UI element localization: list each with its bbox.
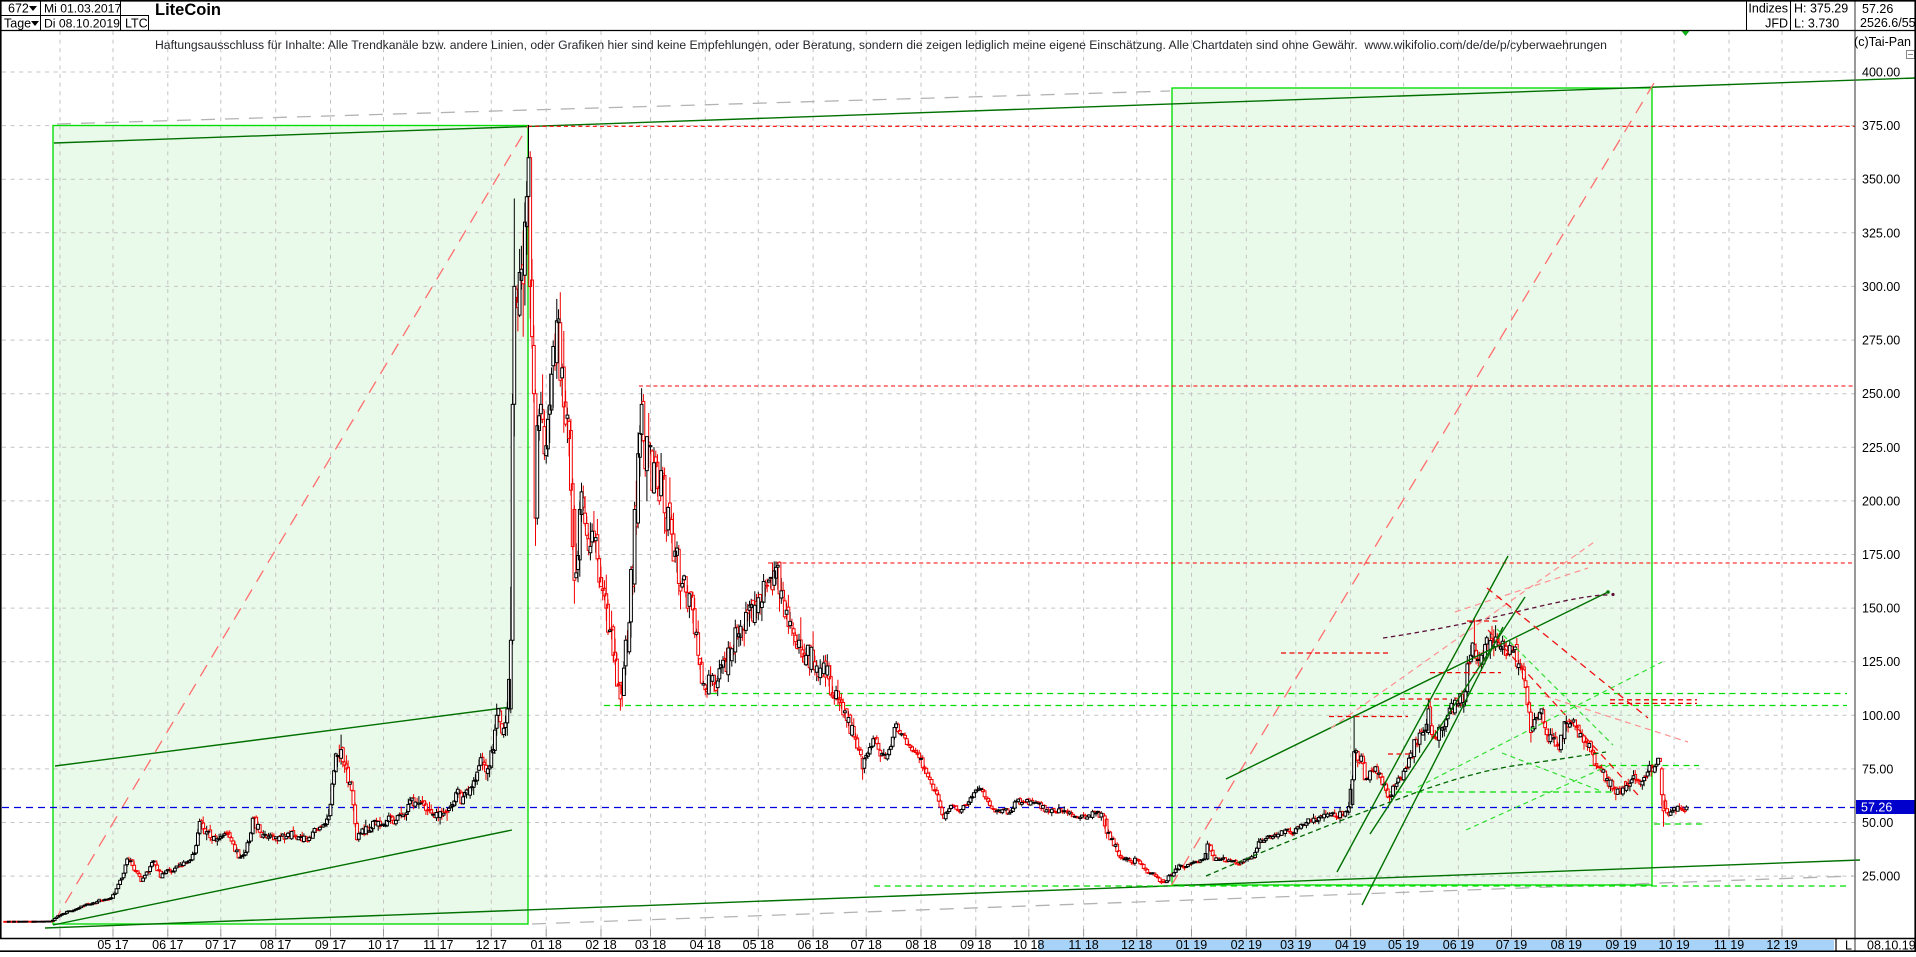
svg-text:11 19: 11 19 xyxy=(1714,938,1744,952)
svg-text:125.00: 125.00 xyxy=(1862,655,1900,669)
svg-text:05 18: 05 18 xyxy=(743,938,774,952)
svg-text:225.00: 225.00 xyxy=(1862,441,1900,455)
svg-text:325.00: 325.00 xyxy=(1862,226,1900,240)
svg-text:05 19: 05 19 xyxy=(1388,938,1419,952)
svg-text:08.10.19: 08.10.19 xyxy=(1867,939,1916,953)
svg-text:375.00: 375.00 xyxy=(1862,119,1900,133)
svg-text:08 18: 08 18 xyxy=(905,938,936,952)
svg-text:12 18: 12 18 xyxy=(1121,938,1152,952)
svg-text:57.26: 57.26 xyxy=(1861,801,1892,815)
svg-text:Haftungsausschluss für Inhalte: Haftungsausschluss für Inhalte: Alle Tre… xyxy=(155,38,1607,52)
svg-text:01 19: 01 19 xyxy=(1176,938,1207,952)
svg-text:09 18: 09 18 xyxy=(960,938,991,952)
svg-text:05 17: 05 17 xyxy=(97,938,128,952)
svg-text:12 17: 12 17 xyxy=(476,938,507,952)
svg-text:LTC: LTC xyxy=(125,17,148,31)
svg-text:672: 672 xyxy=(8,2,29,16)
svg-text:10 17: 10 17 xyxy=(368,938,399,952)
svg-text:07 17: 07 17 xyxy=(205,938,236,952)
svg-text:350.00: 350.00 xyxy=(1862,173,1900,187)
svg-text:200.00: 200.00 xyxy=(1862,494,1900,508)
svg-text:03 19: 03 19 xyxy=(1280,938,1311,952)
svg-text:100.00: 100.00 xyxy=(1862,709,1900,723)
svg-text:300.00: 300.00 xyxy=(1862,280,1900,294)
svg-text:LiteCoin: LiteCoin xyxy=(155,1,221,19)
svg-text:Indizes: Indizes xyxy=(1748,2,1788,16)
svg-text:Di 08.10.2019: Di 08.10.2019 xyxy=(44,17,120,31)
svg-text:09 19: 09 19 xyxy=(1605,938,1636,952)
svg-text:06 19: 06 19 xyxy=(1443,938,1474,952)
svg-text:06 17: 06 17 xyxy=(152,938,183,952)
svg-text:09 17: 09 17 xyxy=(315,938,346,952)
svg-text:02 18: 02 18 xyxy=(585,938,616,952)
svg-text:01 18: 01 18 xyxy=(531,938,562,952)
svg-text:25.000: 25.000 xyxy=(1862,870,1900,884)
svg-text:Tage: Tage xyxy=(4,17,31,31)
svg-text:07 18: 07 18 xyxy=(851,938,882,952)
svg-text:L: L xyxy=(1845,939,1852,953)
svg-text:H: 375.29: H: 375.29 xyxy=(1794,2,1848,16)
svg-text:06 18: 06 18 xyxy=(797,938,828,952)
svg-text:2526.6/55: 2526.6/55 xyxy=(1860,16,1916,30)
svg-text:275.00: 275.00 xyxy=(1862,334,1900,348)
svg-text:(c)Tai-Pan: (c)Tai-Pan xyxy=(1854,35,1911,49)
svg-text:400.00: 400.00 xyxy=(1862,66,1900,80)
svg-text:07 19: 07 19 xyxy=(1496,938,1527,952)
svg-text:08 19: 08 19 xyxy=(1551,938,1582,952)
svg-text:03 18: 03 18 xyxy=(635,938,666,952)
svg-text:L: 3.730: L: 3.730 xyxy=(1794,17,1839,31)
svg-text:Mi 01.03.2017: Mi 01.03.2017 xyxy=(44,2,121,16)
svg-text:175.00: 175.00 xyxy=(1862,548,1900,562)
svg-text:11 17: 11 17 xyxy=(423,938,453,952)
svg-text:JFD: JFD xyxy=(1765,17,1788,31)
svg-text:57.26: 57.26 xyxy=(1862,2,1893,16)
svg-text:150.00: 150.00 xyxy=(1862,602,1900,616)
svg-text:08 17: 08 17 xyxy=(260,938,291,952)
svg-text:02 19: 02 19 xyxy=(1231,938,1262,952)
svg-text:10 18: 10 18 xyxy=(1013,938,1044,952)
svg-text:12 19: 12 19 xyxy=(1766,938,1797,952)
svg-text:250.00: 250.00 xyxy=(1862,387,1900,401)
svg-text:10 19: 10 19 xyxy=(1658,938,1689,952)
svg-text:04 19: 04 19 xyxy=(1335,938,1366,952)
svg-text:04 18: 04 18 xyxy=(690,938,721,952)
svg-text:11 18: 11 18 xyxy=(1068,938,1098,952)
svg-text:75.00: 75.00 xyxy=(1862,762,1893,776)
svg-text:50.00: 50.00 xyxy=(1862,816,1893,830)
